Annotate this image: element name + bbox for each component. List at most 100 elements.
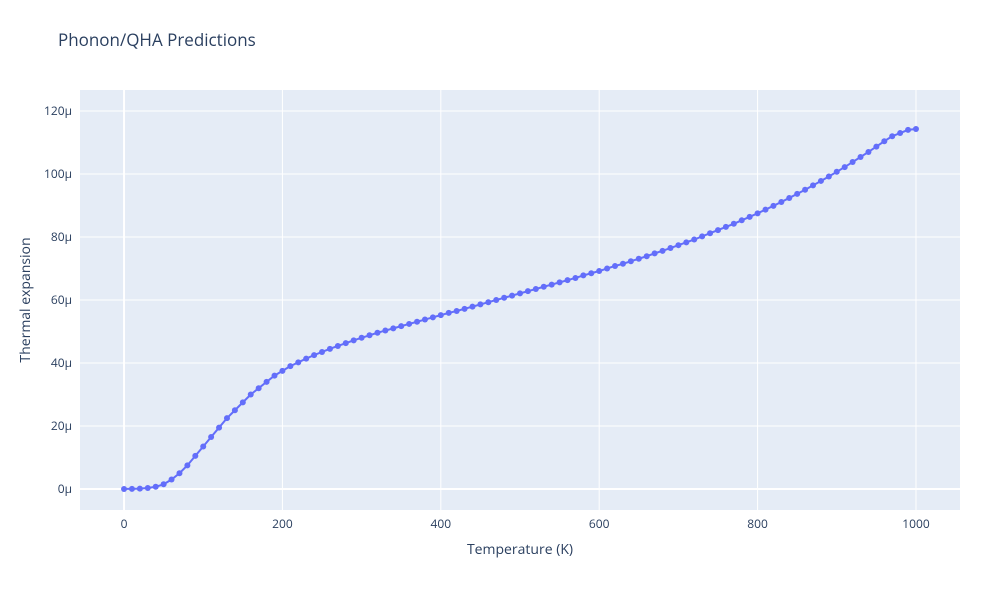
- series-marker: [596, 268, 602, 274]
- series-marker: [509, 293, 515, 299]
- y-tick-label: 120μ: [44, 102, 72, 119]
- series-marker: [351, 337, 357, 343]
- series-marker: [406, 321, 412, 327]
- series-marker: [327, 346, 333, 352]
- series-marker: [644, 253, 650, 259]
- series-marker: [256, 385, 262, 391]
- series-marker: [279, 368, 285, 374]
- series-marker: [786, 195, 792, 201]
- y-tick-label: 20μ: [51, 417, 72, 434]
- series-marker: [200, 443, 206, 449]
- series-marker: [287, 363, 293, 369]
- series-marker: [842, 164, 848, 170]
- series-marker: [224, 415, 230, 421]
- series-marker: [549, 282, 555, 288]
- series-marker: [834, 169, 840, 175]
- series-marker: [430, 314, 436, 320]
- series-marker: [889, 133, 895, 139]
- series-marker: [382, 328, 388, 334]
- series-marker: [770, 203, 776, 209]
- series-marker: [501, 295, 507, 301]
- series-marker: [683, 239, 689, 245]
- series-marker: [208, 434, 214, 440]
- series-marker: [176, 470, 182, 476]
- series-marker: [414, 319, 420, 325]
- series-marker: [723, 224, 729, 230]
- series-marker: [232, 407, 238, 413]
- series-marker: [747, 214, 753, 220]
- y-tick-label: 100μ: [44, 165, 72, 182]
- series-marker: [129, 486, 135, 492]
- series-marker: [184, 462, 190, 468]
- series-marker: [374, 330, 380, 336]
- series-marker: [493, 297, 499, 303]
- series-marker: [469, 304, 475, 310]
- series-marker: [881, 138, 887, 144]
- series-marker: [620, 261, 626, 267]
- x-tick-label: 200: [272, 515, 293, 532]
- series-marker: [699, 233, 705, 239]
- series-marker: [477, 301, 483, 307]
- series-marker: [153, 484, 159, 490]
- series-marker: [580, 272, 586, 278]
- x-tick-label: 600: [589, 515, 610, 532]
- series-marker: [802, 187, 808, 193]
- series-marker: [588, 270, 594, 276]
- series-marker: [533, 286, 539, 292]
- series-marker: [517, 290, 523, 296]
- series-marker: [763, 207, 769, 213]
- series-marker: [636, 256, 642, 262]
- series-marker: [691, 237, 697, 243]
- series-marker: [873, 144, 879, 150]
- series-marker: [810, 182, 816, 188]
- chart-plot: 020040060080010000μ20μ40μ60μ80μ100μ120μT…: [0, 0, 1000, 600]
- series-marker: [557, 279, 563, 285]
- series-marker: [897, 130, 903, 136]
- series-marker: [319, 349, 325, 355]
- series-marker: [565, 277, 571, 283]
- series-marker: [604, 266, 610, 272]
- series-marker: [264, 379, 270, 385]
- x-tick-label: 0: [121, 515, 128, 532]
- series-marker: [794, 191, 800, 197]
- series-marker: [739, 217, 745, 223]
- series-marker: [858, 154, 864, 160]
- series-marker: [248, 392, 254, 398]
- x-tick-label: 800: [747, 515, 768, 532]
- series-marker: [335, 343, 341, 349]
- series-marker: [707, 230, 713, 236]
- series-marker: [731, 221, 737, 227]
- series-marker: [438, 312, 444, 318]
- series-marker: [121, 486, 127, 492]
- y-tick-label: 0μ: [58, 480, 72, 497]
- series-marker: [192, 453, 198, 459]
- series-marker: [272, 373, 278, 379]
- series-marker: [422, 317, 428, 323]
- x-tick-label: 1000: [902, 515, 930, 532]
- series-marker: [850, 159, 856, 165]
- series-marker: [446, 310, 452, 316]
- series-marker: [367, 332, 373, 338]
- series-marker: [240, 399, 246, 405]
- series-marker: [390, 325, 396, 331]
- series-marker: [311, 352, 317, 358]
- series-marker: [675, 242, 681, 248]
- series-marker: [525, 288, 531, 294]
- series-marker: [145, 485, 151, 491]
- series-marker: [572, 275, 578, 281]
- series-marker: [913, 126, 919, 132]
- series-marker: [485, 299, 491, 305]
- y-tick-label: 80μ: [51, 228, 72, 245]
- y-axis-label: Thermal expansion: [16, 237, 35, 362]
- series-marker: [169, 477, 175, 483]
- x-axis-label: Temperature (K): [467, 540, 573, 559]
- series-marker: [818, 178, 824, 184]
- series-marker: [660, 248, 666, 254]
- series-marker: [715, 227, 721, 233]
- series-marker: [865, 149, 871, 155]
- series-marker: [216, 425, 222, 431]
- series-marker: [454, 308, 460, 314]
- series-marker: [161, 481, 167, 487]
- series-marker: [541, 284, 547, 290]
- series-marker: [295, 359, 301, 365]
